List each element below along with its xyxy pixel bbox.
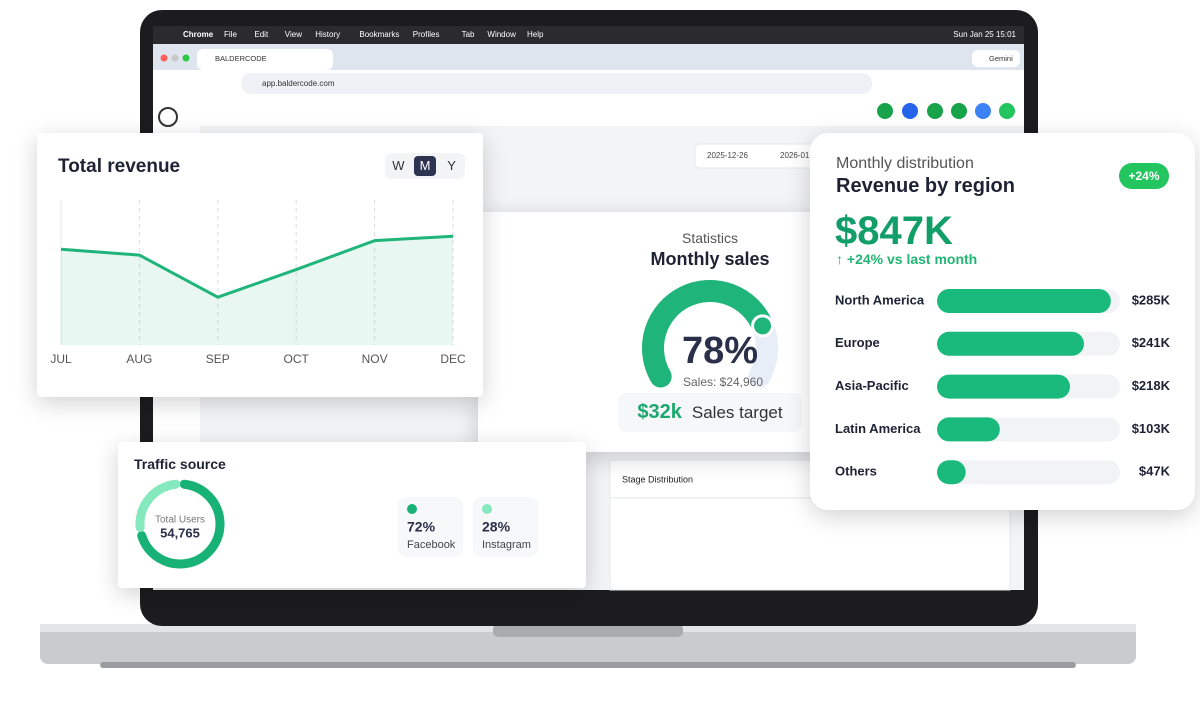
address-bar[interactable] xyxy=(241,73,872,94)
icon-help[interactable] xyxy=(975,103,991,119)
traffic-card: Traffic source 72% Facebook 28% Instagram To… xyxy=(118,442,586,588)
revenue-chart: JUL AUG SEP OCT NOV DEC xyxy=(50,200,466,366)
stats-subtitle: Statistics xyxy=(681,230,738,246)
icon-share[interactable] xyxy=(902,103,918,119)
menu-item[interactable]: File xyxy=(224,30,237,39)
center-label: Total Users xyxy=(155,515,205,526)
bar-label: Latin America xyxy=(835,421,921,436)
period-button[interactable]: M xyxy=(413,156,436,176)
icon-phone[interactable] xyxy=(877,103,893,119)
gauge-value: 78% xyxy=(682,330,758,372)
icon-profile[interactable] xyxy=(999,103,1015,119)
date-start: 2025-12-26 xyxy=(707,151,748,160)
bar-label: Europe xyxy=(835,335,880,350)
assistant-button[interactable] xyxy=(972,50,1020,67)
assistant-label: Gemini xyxy=(989,54,1013,63)
x-tick-label: DEC xyxy=(440,352,466,366)
region-total: $847K xyxy=(835,209,953,253)
legend-dot xyxy=(407,504,417,514)
stage-title: Stage Distribution xyxy=(622,474,693,484)
area xyxy=(61,236,453,345)
gauge: 78% xyxy=(642,280,778,388)
center-total: 54,765 xyxy=(160,525,200,540)
bar-label: Asia-Pacific xyxy=(835,378,909,393)
clock: Sun Jan 25 15:01 xyxy=(953,30,1016,39)
date-end: 2026-01 xyxy=(780,151,810,160)
bar-label: North America xyxy=(835,292,925,307)
traffic-title: Traffic source xyxy=(134,456,226,472)
bar xyxy=(937,289,1111,313)
url: app.baldercode.com xyxy=(262,79,335,88)
bar xyxy=(937,417,1000,442)
region-title: Revenue by region xyxy=(836,175,1015,197)
period-button[interactable]: Y xyxy=(447,158,456,173)
active-tab[interactable] xyxy=(197,49,333,70)
menu-item[interactable]: Edit xyxy=(254,30,269,39)
donut-segment xyxy=(135,479,181,532)
bar-value: $241K xyxy=(1132,335,1171,350)
bar xyxy=(937,331,1085,356)
icon-announce[interactable] xyxy=(927,103,943,119)
bar-label: Others xyxy=(835,464,877,479)
legend-value: 72% xyxy=(407,519,436,535)
region-card: Monthly distribution Revenue by region +… xyxy=(810,133,1195,510)
region-chart: North America $285K Europe $241K Asia-Pacifi… xyxy=(835,289,1171,485)
legend-value: 28% xyxy=(482,519,511,535)
icon-bell[interactable] xyxy=(951,103,967,119)
region-subtitle: Monthly distribution xyxy=(836,155,974,172)
menu-item[interactable]: History xyxy=(315,30,340,39)
min-dot[interactable] xyxy=(171,54,179,62)
gauge-fill xyxy=(642,280,774,388)
x-tick-label: JUL xyxy=(50,352,72,366)
x-tick-label: OCT xyxy=(284,352,310,366)
sales: Sales: $24,960 xyxy=(682,375,764,389)
bar xyxy=(937,374,1070,399)
target-label: Sales target xyxy=(691,402,783,422)
menu-item[interactable]: Tab xyxy=(462,30,475,39)
app-toolbar xyxy=(153,98,1024,126)
bar-value: $47K xyxy=(1139,464,1171,479)
x-tick-label: NOV xyxy=(362,352,388,366)
laptop-foot xyxy=(100,662,1076,668)
line xyxy=(60,234,454,299)
region-change: ↑ +24% vs last month xyxy=(836,251,978,267)
menu-item[interactable]: Help xyxy=(527,30,544,39)
legend-dot xyxy=(482,504,492,514)
bar-track xyxy=(937,460,1120,485)
menus: File Edit View History Bookmarks Profiles Tab W… xyxy=(224,30,544,39)
badge: +24% xyxy=(1119,163,1169,189)
menubar xyxy=(153,26,1024,44)
stats-title: Monthly sales xyxy=(650,249,770,269)
legend-label: Facebook xyxy=(407,539,456,551)
menu-item[interactable]: Profiles xyxy=(413,30,440,39)
donut-segment xyxy=(137,479,225,569)
close-dot[interactable] xyxy=(160,54,168,62)
menu-item[interactable]: Bookmarks xyxy=(359,30,399,39)
target-value: $32k xyxy=(637,401,682,423)
x-tick-label: SEP xyxy=(206,352,230,366)
bar-value: $103K xyxy=(1132,421,1171,436)
app-logo[interactable] xyxy=(158,107,178,127)
bar-value: $285K xyxy=(1132,292,1171,307)
menu-item[interactable]: View xyxy=(285,30,302,39)
menu-item[interactable]: Window xyxy=(487,30,516,39)
legend-label: Instagram xyxy=(482,539,531,551)
revenue-title: Total revenue xyxy=(58,156,181,177)
laptop-notch xyxy=(493,624,683,637)
tab-title: BALDERCODE xyxy=(215,54,267,63)
max-dot[interactable] xyxy=(182,54,190,62)
gauge-knob xyxy=(751,314,775,338)
period-button[interactable]: W xyxy=(392,158,405,173)
x-tick-label: AUG xyxy=(126,352,152,366)
target-box: $32k Sales target xyxy=(618,393,802,432)
bar-value: $218K xyxy=(1132,378,1171,393)
bar xyxy=(937,460,966,485)
app-name: Chrome xyxy=(183,30,214,39)
laptop-base xyxy=(40,624,1136,664)
